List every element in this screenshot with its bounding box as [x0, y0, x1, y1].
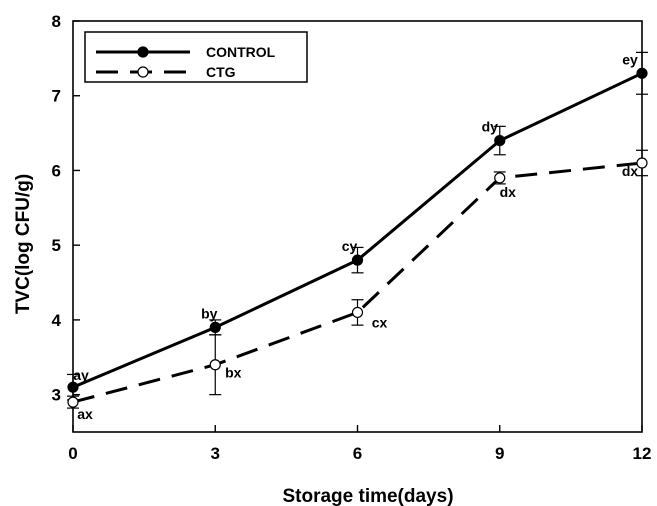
- point-label: dx: [500, 184, 517, 200]
- series-line-ctg: [72, 161, 643, 404]
- data-point: [209, 359, 221, 371]
- data-point: [494, 134, 506, 147]
- y-tick-label: 8: [52, 12, 61, 31]
- data-point: [351, 306, 364, 319]
- data-point: [494, 172, 506, 184]
- y-tick-label: 4: [52, 311, 62, 330]
- series-ctg: [67, 149, 648, 409]
- data-point: [636, 157, 648, 169]
- point-label: ax: [77, 406, 93, 422]
- data-point: [351, 254, 364, 266]
- point-label: by: [201, 305, 218, 321]
- x-tick-label: 3: [211, 444, 220, 463]
- data-point: [67, 381, 79, 393]
- y-axis-title: TVC(log CFU/g): [13, 174, 34, 314]
- point-label: dx: [622, 163, 639, 179]
- y-tick-label: 6: [52, 161, 61, 180]
- y-tick-label: 7: [52, 87, 61, 106]
- x-tick-label: 9: [495, 444, 504, 463]
- y-axis: 3 4 5 6 7 8: [52, 12, 80, 405]
- legend-box: [84, 31, 308, 83]
- x-tick-label: 6: [353, 444, 362, 463]
- legend-control-marker: [137, 46, 149, 58]
- x-tick-label: 12: [633, 444, 652, 463]
- legend-control-label: CONTROL: [206, 44, 276, 60]
- series-layer: [67, 51, 648, 409]
- y-tick-label: 3: [52, 386, 61, 405]
- point-label: ay: [73, 367, 89, 383]
- x-axis: 0 3 6 9 12: [68, 425, 651, 463]
- point-label: cx: [372, 314, 388, 330]
- legend-ctg-marker: [137, 66, 149, 78]
- legend-ctg-label: CTG: [206, 64, 236, 80]
- x-axis-title: Storage time(days): [282, 486, 453, 506]
- legend: CONTROL CTG: [84, 31, 308, 83]
- point-label: dy: [482, 119, 499, 135]
- data-point: [636, 67, 648, 79]
- point-label: ey: [622, 51, 638, 67]
- data-point: [67, 396, 79, 408]
- point-label: cy: [342, 238, 358, 254]
- series-control: [67, 51, 648, 401]
- x-tick-label: 0: [68, 444, 77, 463]
- series-line-control: [72, 71, 643, 389]
- point-annotations: ay by cy dy ey ax bx cx dx dx: [73, 51, 638, 422]
- point-label: bx: [225, 365, 242, 381]
- data-point: [209, 321, 221, 333]
- y-tick-label: 5: [52, 236, 61, 255]
